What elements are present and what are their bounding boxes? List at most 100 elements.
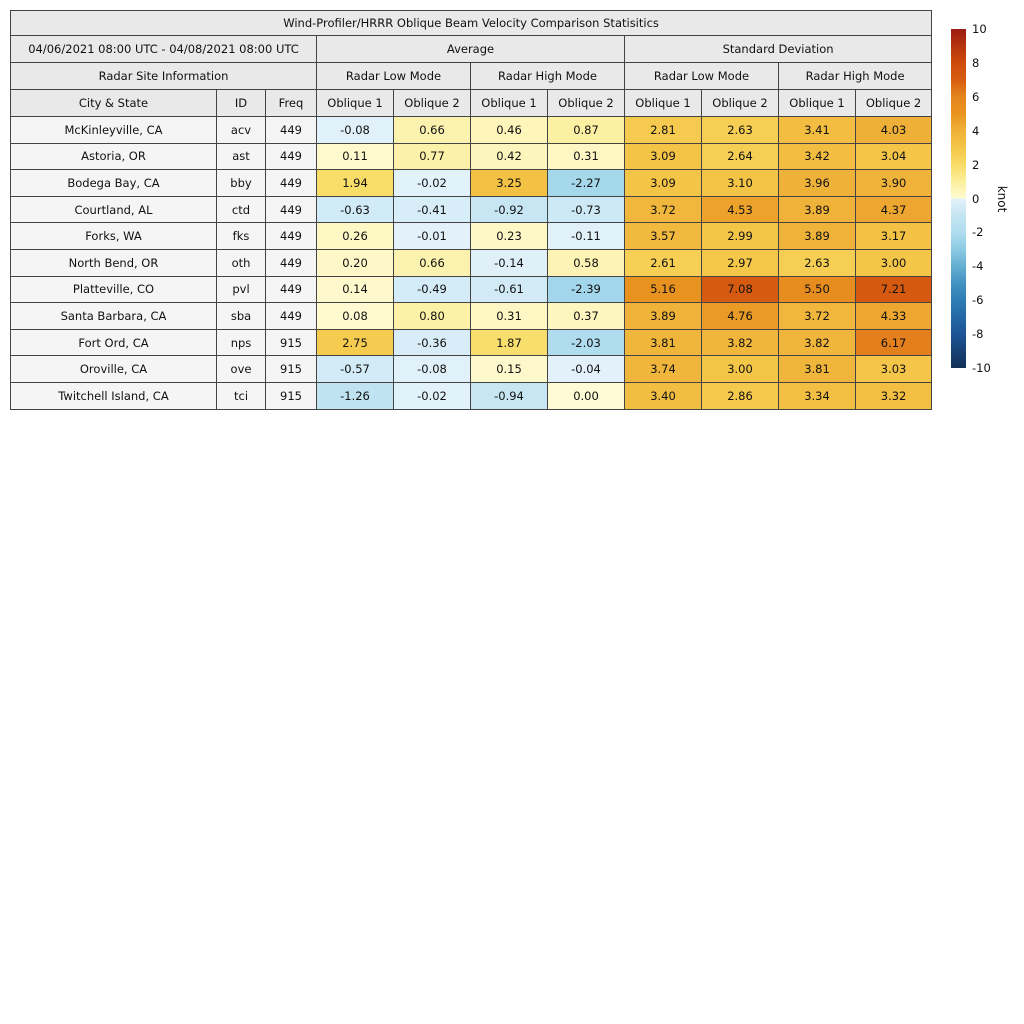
value-cell: -0.94 [470, 381, 548, 410]
id-cell: tci [216, 381, 266, 410]
colorbar-tick-label: -2 [972, 225, 984, 240]
value-cell: 3.25 [470, 169, 548, 197]
col-header-oblique1: Oblique 1 [470, 89, 548, 117]
date-range-header: 04/06/2021 08:00 UTC - 04/08/2021 08:00 … [10, 35, 317, 63]
city-cell: Twitchell Island, CA [10, 381, 217, 410]
id-cell: sba [216, 302, 266, 330]
stats-table: Wind-Profiler/HRRR Oblique Beam Velocity… [9, 10, 933, 410]
id-cell: nps [216, 328, 266, 357]
value-cell: 3.00 [854, 248, 933, 277]
value-cell: 2.86 [701, 381, 779, 410]
table-row: Astoria, OR ast 449 0.11 0.77 0.42 0.31 3.09 2.6… [10, 142, 933, 171]
table-row: McKinleyville, CA acv 449 -0.08 0.66 0.46 0.87… [10, 116, 933, 144]
colorbar-tick-label: 0 [972, 191, 980, 206]
col-header-id: ID [216, 89, 266, 117]
mode-header-std-high: Radar High Mode [777, 62, 933, 90]
value-cell: 3.81 [778, 355, 856, 383]
value-cell: 2.64 [701, 142, 779, 171]
value-cell: 3.32 [854, 381, 933, 410]
value-cell: 3.34 [778, 381, 856, 410]
value-cell: -0.02 [393, 169, 471, 197]
colorbar-tick-label: 4 [972, 123, 980, 138]
colorbar-tick-label: 8 [972, 55, 980, 70]
value-cell: 0.77 [393, 142, 471, 171]
col-header-oblique1: Oblique 1 [624, 89, 702, 117]
value-cell: -0.04 [547, 355, 625, 383]
value-cell: 3.57 [624, 222, 702, 250]
value-cell: 0.08 [316, 302, 394, 330]
value-cell: 0.23 [470, 222, 548, 250]
value-cell: 3.90 [854, 169, 933, 197]
col-header-freq: Freq [265, 89, 317, 117]
value-cell: 3.42 [778, 142, 856, 171]
id-cell: fks [216, 222, 266, 250]
city-cell: Courtland, AL [10, 195, 217, 224]
table-row: North Bend, OR oth 449 0.20 0.66 -0.14 0.58 2.6… [10, 248, 933, 277]
value-cell: -0.01 [393, 222, 471, 250]
value-cell: -0.61 [470, 275, 548, 304]
value-cell: 7.08 [701, 275, 779, 304]
value-cell: 3.17 [854, 222, 933, 250]
value-cell: -0.14 [470, 248, 548, 277]
value-cell: 0.20 [316, 248, 394, 277]
colorbar-tick-label: 2 [972, 157, 980, 172]
value-cell: 3.10 [701, 169, 779, 197]
value-cell: 3.41 [778, 116, 856, 144]
city-cell: Bodega Bay, CA [10, 169, 217, 197]
id-cell: acv [216, 116, 266, 144]
id-cell: bby [216, 169, 266, 197]
value-cell: -0.49 [393, 275, 471, 304]
value-cell: 0.14 [316, 275, 394, 304]
value-cell: 2.81 [624, 116, 702, 144]
city-cell: Oroville, CA [10, 355, 217, 383]
value-cell: 3.89 [624, 302, 702, 330]
col-header-oblique2: Oblique 2 [701, 89, 779, 117]
value-cell: -0.08 [393, 355, 471, 383]
value-cell: -0.11 [547, 222, 625, 250]
value-cell: 1.94 [316, 169, 394, 197]
value-cell: 4.37 [854, 195, 933, 224]
col-header-oblique1: Oblique 1 [778, 89, 856, 117]
group-header-std-deviation: Standard Deviation [623, 35, 933, 63]
value-cell: 0.11 [316, 142, 394, 171]
freq-cell: 449 [265, 169, 317, 197]
value-cell: 3.74 [624, 355, 702, 383]
colorbar-tick-label: -4 [972, 259, 984, 274]
value-cell: 4.03 [854, 116, 933, 144]
value-cell: -0.08 [316, 116, 394, 144]
value-cell: 2.63 [778, 248, 856, 277]
table-row: Santa Barbara, CA sba 449 0.08 0.80 0.31 0.37 3… [10, 302, 933, 330]
col-header-oblique1: Oblique 1 [316, 89, 394, 117]
value-cell: 3.40 [624, 381, 702, 410]
city-cell: Santa Barbara, CA [10, 302, 217, 330]
freq-cell: 915 [265, 328, 317, 357]
value-cell: -0.36 [393, 328, 471, 357]
value-cell: 3.82 [701, 328, 779, 357]
value-cell: 0.37 [547, 302, 625, 330]
group-header-average: Average [316, 35, 625, 63]
freq-cell: 449 [265, 248, 317, 277]
col-header-oblique2: Oblique 2 [547, 89, 625, 117]
value-cell: -2.03 [547, 328, 625, 357]
value-cell: 2.97 [701, 248, 779, 277]
id-cell: ctd [216, 195, 266, 224]
freq-cell: 449 [265, 275, 317, 304]
table-row: Oroville, CA ove 915 -0.57 -0.08 0.15 -0.04 3.7… [10, 355, 933, 383]
value-cell: -2.27 [547, 169, 625, 197]
freq-cell: 449 [265, 302, 317, 330]
value-cell: 5.50 [778, 275, 856, 304]
table-row: Courtland, AL ctd 449 -0.63 -0.41 -0.92 -0.73 3… [10, 195, 933, 224]
value-cell: 3.89 [778, 222, 856, 250]
table-row: Forks, WA fks 449 0.26 -0.01 0.23 -0.11 3.57 2.9… [10, 222, 933, 250]
value-cell: 0.58 [547, 248, 625, 277]
value-cell: 0.66 [393, 116, 471, 144]
city-cell: Platteville, CO [10, 275, 217, 304]
col-header-oblique2: Oblique 2 [393, 89, 471, 117]
value-cell: 3.72 [778, 302, 856, 330]
value-cell: 0.31 [470, 302, 548, 330]
value-cell: 3.03 [854, 355, 933, 383]
value-cell: -0.73 [547, 195, 625, 224]
id-cell: oth [216, 248, 266, 277]
value-cell: 4.76 [701, 302, 779, 330]
colorbar-unit-label: knot [995, 185, 1009, 212]
